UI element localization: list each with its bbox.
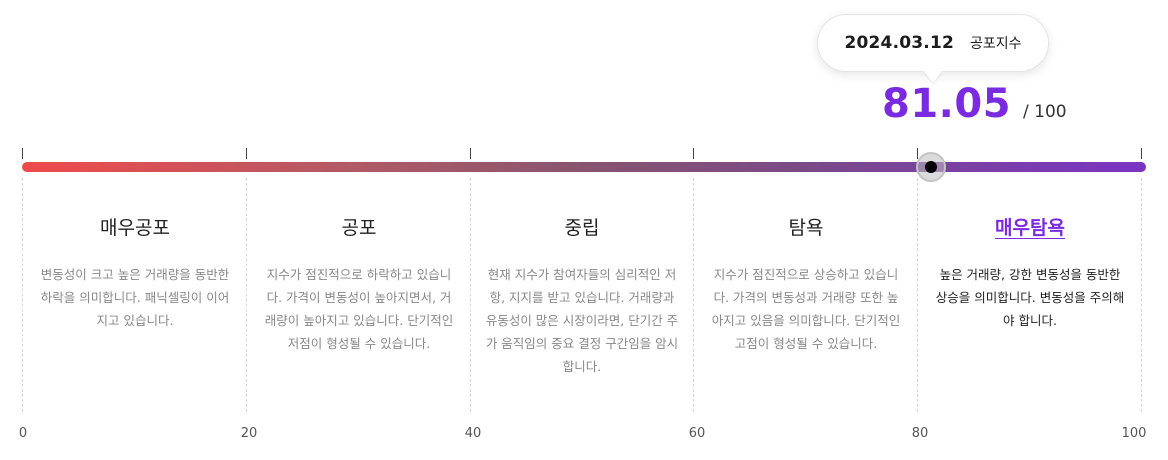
tick-40: [470, 148, 471, 159]
axis-label: 100: [1121, 426, 1147, 441]
segment-title-active[interactable]: 매우탐욕: [995, 217, 1065, 239]
segment-description: 지수가 점진적으로 상승하고 있습니다. 가격의 변동성과 거래량 또한 높아지…: [711, 267, 901, 351]
axis-label: 0: [18, 426, 28, 441]
segment-title[interactable]: 중립: [564, 217, 600, 239]
segment-fear: 공포 지수가 점진적으로 하락하고 있습니다. 가격이 변동성이 높아지면서, …: [247, 215, 471, 355]
divider-line: [917, 178, 918, 412]
segment-greed: 탐욕 지수가 점진적으로 상승하고 있습니다. 가격의 변동성과 거래량 또한 …: [694, 215, 918, 355]
segment-title[interactable]: 매우공포: [100, 217, 170, 239]
date-tooltip: 2024.03.12 공포지수: [817, 14, 1049, 72]
divider-line: [1141, 178, 1142, 412]
segment-title[interactable]: 탐욕: [788, 217, 824, 239]
gauge-track: [22, 162, 1146, 172]
segment-title[interactable]: 공포: [341, 217, 377, 239]
segment-description: 변동성이 크고 높은 거래량을 동반한 하락을 의미합니다. 패닉셀링이 이어지…: [40, 267, 230, 328]
tick-80: [917, 148, 918, 159]
segment-neutral: 중립 현재 지수가 참여자들의 심리적인 저항, 지지를 받고 있습니다. 거래…: [470, 215, 694, 378]
tooltip-label: 공포지수: [970, 36, 1022, 52]
segment-extreme-greed: 매우탐욕 높은 거래량, 강한 변동성을 동반한 상승을 의미합니다. 변동성을…: [918, 215, 1142, 332]
segment-description: 현재 지수가 참여자들의 심리적인 저항, 지지를 받고 있습니다. 거래량과 …: [485, 267, 679, 374]
axis-label: 80: [911, 426, 929, 441]
score-readout: 81.05 / 100: [882, 84, 1067, 124]
divider-line: [470, 178, 471, 412]
divider-line: [246, 178, 247, 412]
tooltip-date: 2024.03.12: [844, 33, 954, 53]
score-max-label: / 100: [1023, 102, 1067, 122]
axis-label: 20: [240, 426, 258, 441]
tick-60: [693, 148, 694, 159]
tick-0: [22, 148, 23, 159]
tick-100: [1141, 148, 1142, 159]
divider-line: [693, 178, 694, 412]
gauge-marker-dot[interactable]: [925, 161, 937, 173]
divider-line: [22, 178, 23, 412]
axis-label: 40: [464, 426, 482, 441]
axis-label: 60: [688, 426, 706, 441]
tick-20: [246, 148, 247, 159]
segment-description-active: 높은 거래량, 강한 변동성을 동반한 상승을 의미합니다. 변동성을 주의해야…: [935, 267, 1125, 328]
segment-extreme-fear: 매우공포 변동성이 크고 높은 거래량을 동반한 하락을 의미합니다. 패닉셀링…: [23, 215, 247, 332]
segment-description: 지수가 점진적으로 하락하고 있습니다. 가격이 변동성이 높아지면서, 거래량…: [264, 267, 454, 351]
score-value: 81.05: [882, 81, 1012, 127]
